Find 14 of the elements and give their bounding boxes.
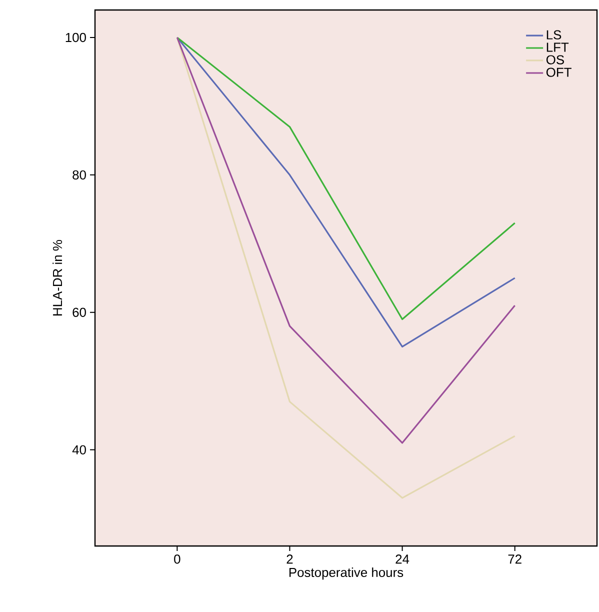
y-tick-label: 60 (72, 308, 86, 317)
x-tick-label: 72 (508, 554, 522, 564)
y-tick-label: 100 (66, 32, 86, 42)
legend-label: LS (546, 30, 562, 40)
legend-label: LFT (546, 42, 569, 52)
x-tick-label: 2 (286, 554, 293, 564)
legend-label: OFT (546, 68, 572, 77)
x-axis-title: Postoperative hours (289, 568, 404, 580)
legend-label: OS (546, 55, 564, 64)
y-axis-title: HLA-DR in % (52, 240, 62, 316)
x-tick-label: 0 (174, 554, 180, 564)
x-tick-label: 24 (396, 554, 410, 564)
y-tick-label: 80 (72, 170, 86, 180)
y-tick-label: 40 (72, 445, 86, 454)
